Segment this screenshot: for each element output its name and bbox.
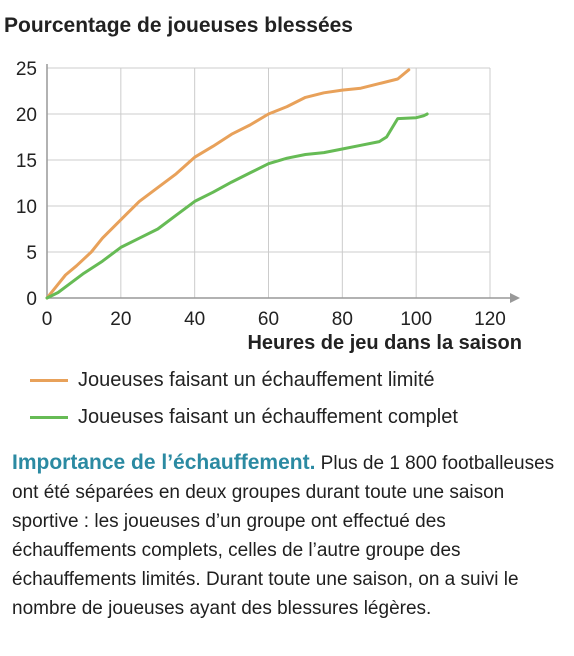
x-axis-arrow xyxy=(510,293,520,303)
x-tick-label: 100 xyxy=(400,309,432,330)
line-chart: Pourcentage de joueuses blessées 0 20 40 60… xyxy=(4,14,522,354)
caption-body: Plus de 1 800 footballeuses ont été sépa… xyxy=(12,453,555,619)
legend-swatch-complete xyxy=(30,415,68,419)
legend-item-limited: Joueuses faisant un échauffement limité xyxy=(30,365,550,395)
y-tick-label: 15 xyxy=(16,151,37,172)
x-tick-label: 80 xyxy=(332,309,353,330)
y-tick-label: 25 xyxy=(16,59,37,80)
legend-swatch-limited xyxy=(30,378,68,382)
caption-title: Importance de l’échauffement. xyxy=(12,451,316,474)
axes: 0 20 40 60 80 100 120 0 5 10 15 20 25 xyxy=(16,59,520,330)
series-lines xyxy=(45,68,429,300)
x-tick-label: 60 xyxy=(258,309,279,330)
grid xyxy=(47,67,491,298)
chart-title: Pourcentage de joueuses blessées xyxy=(4,14,353,37)
caption: Importance de l’échauffement. Plus de 1 … xyxy=(12,448,564,623)
x-tick-label: 0 xyxy=(42,309,53,330)
x-tick-label: 40 xyxy=(184,309,205,330)
y-tick-label: 5 xyxy=(26,243,37,264)
legend-label-limited: Joueuses faisant un échauffement limité xyxy=(78,368,435,391)
y-tick-label: 20 xyxy=(16,105,37,126)
x-tick-label: 120 xyxy=(474,309,506,330)
series-line-limited xyxy=(45,68,411,300)
y-tick-label: 0 xyxy=(26,289,37,310)
legend-item-complete: Joueuses faisant un échauffement complet xyxy=(30,402,550,432)
x-tick-label: 20 xyxy=(110,309,131,330)
y-tick-label: 10 xyxy=(16,197,37,218)
series-line-complete xyxy=(45,112,429,300)
legend-label-complete: Joueuses faisant un échauffement complet xyxy=(78,405,458,428)
x-axis-label: Heures de jeu dans la saison xyxy=(247,332,522,354)
